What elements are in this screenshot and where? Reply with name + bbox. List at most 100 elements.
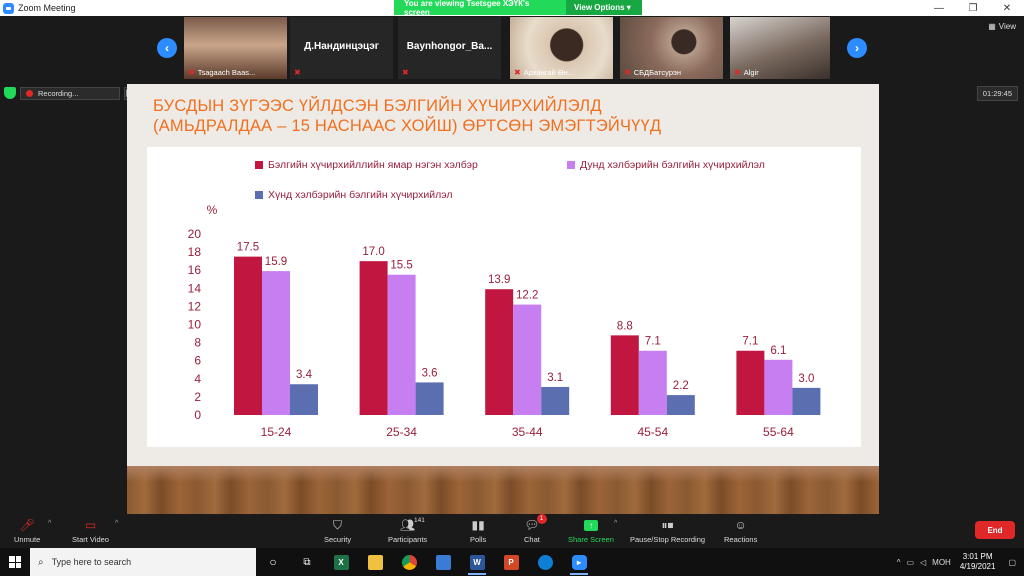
participant-tile[interactable]: ✖ Tsagaach Baas...	[184, 17, 287, 79]
reactions-button[interactable]: ☺ Reactions	[724, 517, 757, 544]
bar	[262, 271, 290, 415]
excel-icon: X	[333, 554, 349, 570]
participant-tile[interactable]: Д.Нандинцэцэг ✖	[290, 17, 393, 79]
chat-button[interactable]: 💬︎ 1 Chat	[524, 514, 547, 544]
y-axis-label: %	[207, 203, 218, 217]
excel-app[interactable]: X	[324, 548, 358, 576]
participant-name: СБДБатсурэн	[633, 68, 681, 77]
language-indicator[interactable]: МОН	[932, 557, 951, 567]
tray-up-arrow-icon[interactable]: ^	[896, 557, 901, 567]
mic-muted-icon: ✖	[624, 68, 631, 77]
pause-stop-recording-button[interactable]: ⏸︎⏹︎ Pause/Stop Recording	[630, 517, 706, 545]
window-title: Zoom Meeting	[18, 3, 76, 13]
search-placeholder: Type here to search	[51, 557, 132, 567]
search-icon: ⌕	[38, 556, 44, 568]
legend-swatch	[255, 161, 263, 169]
bar	[666, 395, 695, 415]
mic-muted-icon: ✖	[402, 68, 409, 77]
y-tick-label: 14	[188, 281, 202, 295]
share-options-caret[interactable]: ^	[614, 520, 618, 527]
cortana-button[interactable]: ○	[256, 548, 290, 576]
photos-icon	[435, 554, 451, 570]
y-tick-label: 18	[188, 245, 202, 259]
close-button[interactable]: ✕	[1002, 2, 1012, 14]
mic-muted-icon: ✖	[188, 68, 195, 77]
start-video-label: Start Video	[72, 535, 109, 544]
word-app[interactable]: W	[460, 548, 494, 576]
data-label: 15.5	[390, 260, 412, 272]
data-label: 7.1	[742, 336, 758, 348]
zoom-logo-icon	[3, 2, 14, 14]
data-label: 3.4	[296, 369, 313, 381]
bar	[792, 387, 821, 415]
x-tick-label: 25-34	[386, 425, 417, 439]
polls-icon: ▮▮	[471, 518, 485, 532]
task-view-button[interactable]: ⧉	[290, 548, 324, 576]
participant-tile[interactable]: ✖ Algir	[730, 17, 830, 79]
bar	[513, 304, 542, 415]
polls-label: Polls	[470, 535, 487, 544]
edge-app[interactable]	[528, 548, 562, 576]
participant-tile[interactable]: ✖ СБДБатсурэн	[620, 17, 723, 79]
pause-stop-label: Pause/Stop Recording	[630, 535, 706, 544]
chat-icon: 💬︎ 1	[524, 514, 547, 533]
notifications-icon[interactable]: ▢	[1008, 557, 1016, 567]
zoom-app[interactable]: ▸	[562, 548, 596, 576]
y-tick-label: 10	[188, 318, 202, 332]
view-options-button[interactable]: View Options ▾	[566, 0, 642, 15]
gallery-next-button[interactable]: ›	[847, 38, 867, 58]
participants-icon: 👥︎ 141	[399, 517, 425, 532]
photos-app[interactable]	[426, 548, 460, 576]
y-tick-label: 6	[194, 354, 201, 368]
folder-icon	[367, 554, 383, 570]
bar	[764, 359, 793, 415]
y-tick-label: 4	[194, 372, 201, 386]
viewing-text: You are viewing Tsetsgee ХЭҮК's screen	[394, 0, 566, 17]
legend-label: Бэлгийн хүчирхийллийн ямар нэгэн хэлбэр	[268, 159, 478, 171]
video-options-caret[interactable]: ^	[115, 520, 119, 527]
legend-item: Хүнд хэлбэрийн бэлгийн хүчирхийлэл	[255, 189, 452, 201]
participants-label: Participants	[388, 535, 428, 544]
gallery-prev-button[interactable]: ‹	[157, 38, 177, 58]
chrome-app[interactable]	[392, 548, 426, 576]
edge-icon	[537, 554, 553, 570]
taskbar-search[interactable]: ⌕ Type here to search	[30, 548, 256, 576]
bar	[485, 289, 514, 415]
video-off-icon: ▭	[84, 518, 97, 532]
share-screen-label: Share Screen	[568, 535, 614, 544]
bar	[415, 382, 444, 415]
security-button[interactable]: ⛉ Security	[324, 517, 351, 545]
participants-button[interactable]: 👥︎ 141 Participants	[388, 517, 427, 544]
start-video-button[interactable]: ▭ Start Video	[72, 517, 109, 544]
minimize-button[interactable]: —	[934, 2, 944, 14]
participant-tile[interactable]: Baynhongor_Ba... ✖	[398, 17, 501, 79]
share-screen-icon: ↑	[583, 519, 598, 531]
zoom-icon: ▸	[571, 554, 587, 570]
chat-label: Chat	[524, 535, 540, 544]
participant-name: Algir	[743, 68, 759, 77]
start-button[interactable]	[0, 548, 30, 576]
bar	[638, 350, 667, 415]
recording-pill: Recording...	[20, 86, 120, 100]
data-label: 3.1	[547, 372, 563, 384]
share-screen-button[interactable]: ↑ Share Screen	[568, 517, 614, 544]
taskbar-clock[interactable]: 3:01 PM 4/19/2021	[960, 552, 996, 572]
record-dot-icon	[26, 89, 33, 97]
volume-icon[interactable]: ◁	[920, 557, 927, 567]
unmute-button[interactable]: 🎤︎ Unmute	[14, 517, 40, 544]
file-explorer-app[interactable]	[358, 548, 392, 576]
shield-icon: ⛉	[333, 517, 343, 532]
clock-date: 4/19/2021	[959, 562, 996, 571]
end-meeting-button[interactable]: End	[975, 521, 1015, 539]
powerpoint-app[interactable]: P	[494, 548, 528, 576]
network-icon[interactable]: ▭	[906, 557, 915, 567]
legend-label: Хүнд хэлбэрийн бэлгийн хүчирхийлэл	[268, 189, 453, 201]
polls-button[interactable]: ▮▮ Polls	[470, 517, 486, 544]
restore-button[interactable]: ❐	[968, 2, 978, 14]
legend-label: Дунд хэлбэрийн бэлгийн хүчирхийлэл	[580, 159, 765, 171]
chart-panel: Бэлгийн хүчирхийллийн ямар нэгэн хэлбэр …	[147, 147, 861, 447]
audio-options-caret[interactable]: ^	[48, 520, 52, 527]
view-button[interactable]: ▦ View	[988, 22, 1016, 31]
data-label: 8.8	[617, 320, 633, 332]
participant-tile[interactable]: ✖ Архангай Өн...	[510, 17, 613, 79]
